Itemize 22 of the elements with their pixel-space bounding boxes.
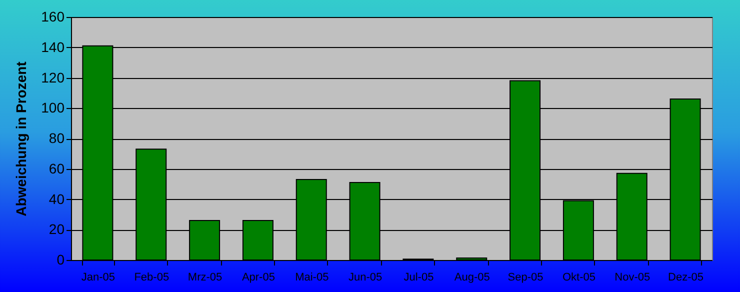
x-tick-label: Mai-05 [295,272,329,284]
x-tick-label: Apr-05 [242,272,275,284]
x-tick-label: Jan-05 [81,272,116,284]
y-tick-label: 20 [48,221,65,238]
x-tick-label: Aug-05 [454,272,490,284]
x-tick-label: Sep-05 [508,272,544,284]
y-tick-label: 40 [48,190,65,207]
x-tick-label: Mrz-05 [188,272,222,284]
y-tick-label: 140 [41,38,65,55]
y-tick-label: 160 [41,8,65,24]
y-tick-label: 60 [48,160,65,176]
y-tick-label: 0 [56,252,65,268]
x-tick-label: Jun-05 [348,272,382,284]
x-tick-label: Okt-05 [562,272,596,284]
x-tick-label: Dez-05 [668,272,704,284]
x-tick-label: Nov-05 [614,272,650,284]
x-tick-label: Feb-05 [134,272,170,284]
x-tick-label: Jul-05 [404,272,434,284]
y-tick-label: 80 [48,130,65,146]
y-tick-label: 120 [41,69,65,86]
y-axis-title: Abweichung in Prozent [13,61,30,216]
y-tick-label: 100 [41,100,65,116]
